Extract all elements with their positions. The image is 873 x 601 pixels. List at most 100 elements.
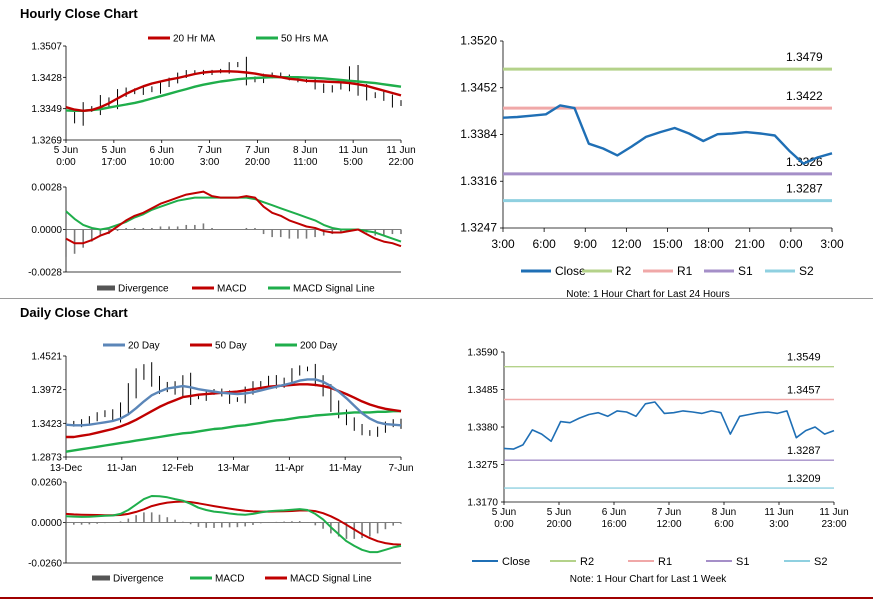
daily-price-y-tick-label: 1.2873 (31, 453, 62, 464)
hourly_pivot-legend-label: R1 (677, 264, 693, 278)
daily_pivot-x-tick-label: 6:00 (714, 519, 734, 530)
daily-macd-macd-legend-label: MACD (215, 574, 244, 585)
daily-price-ma20-legend-label: 20 Day (128, 341, 160, 352)
daily-macd-signal-line (65, 500, 402, 546)
hourly_pivot-legend-label: Close (555, 264, 586, 278)
hourly-price-x-tick-label: 6 Jun (149, 145, 173, 156)
hourly-price-ma50-line (65, 75, 402, 113)
daily_pivot-legend-label: Close (502, 556, 530, 568)
daily_pivot-x-tick-label: 8 Jun (712, 507, 736, 518)
hourly-price-x-tick-label: 8 Jun (293, 145, 317, 156)
hourly-price-x-tick-label: 3:00 (200, 157, 220, 168)
daily_pivot-x-tick-label: 23:00 (821, 519, 846, 530)
daily_pivot-x-tick-label: 6 Jun (602, 507, 626, 518)
daily-price-x-tick-label: 12-Feb (162, 463, 194, 474)
hourly-price-x-tick-label: 5 Jun (102, 145, 126, 156)
hourly_pivot-r2-label: 1.3479 (786, 50, 823, 64)
daily-price-y-tick-label: 1.3423 (31, 419, 62, 430)
hourly-price-x-tick-label: 5:00 (343, 157, 363, 168)
hourly-macd-macd-legend-label: MACD (217, 284, 246, 295)
hourly-price-y-tick-label: 1.3349 (31, 104, 62, 115)
hourly-price-x-tick-label: 10:00 (149, 157, 174, 168)
daily-price-ma50-legend-label: 50 Day (215, 341, 247, 352)
hourly-price-x-tick-label: 11 Jun (338, 145, 367, 156)
hourly_pivot-x-tick-label: 6:00 (532, 237, 556, 251)
hourly_pivot-x-tick-label: 9:00 (574, 237, 598, 251)
daily_pivot-y-tick-label: 1.3380 (467, 423, 498, 434)
hourly_pivot-x-tick-label: 21:00 (735, 237, 765, 251)
daily_pivot-y-tick-label: 1.3485 (467, 385, 498, 396)
daily_pivot-r2-label: 1.3549 (787, 352, 821, 364)
daily-macd-y-tick-label: -0.0260 (28, 559, 62, 570)
daily-price-ma20-line (65, 378, 402, 427)
hourly-macd-divergence-legend-label: Divergence (118, 284, 169, 295)
hourly_pivot-y-tick-label: 1.3384 (460, 127, 497, 141)
daily-price-x-tick-label: 13-Mar (218, 463, 250, 474)
daily-macd-signal-legend-label: MACD Signal Line (290, 574, 372, 585)
daily_pivot-legend-label: S1 (736, 556, 749, 568)
hourly-price-x-tick-label: 17:00 (101, 157, 126, 168)
daily-price-x-tick-label: 11-May (329, 463, 362, 474)
daily_pivot-note: Note: 1 Hour Chart for Last 1 Week (570, 574, 728, 585)
hourly-macd-signal-legend-label: MACD Signal Line (293, 284, 375, 295)
hourly_pivot-r1-label: 1.3422 (786, 89, 823, 103)
hourly_pivot-legend-label: S1 (738, 264, 753, 278)
hourly_pivot-x-tick-label: 18:00 (694, 237, 724, 251)
daily_pivot-r1-label: 1.3457 (787, 385, 821, 397)
daily-macd-y-tick-label: 0.0000 (31, 518, 62, 529)
hourly-price-x-tick-label: 0:00 (56, 157, 76, 168)
daily-price-x-tick-label: 13-Dec (50, 463, 82, 474)
daily_pivot-x-tick-label: 11 Jun (819, 507, 848, 518)
hourly-price-x-tick-label: 7 Jun (197, 145, 221, 156)
hourly-price-y-tick-label: 1.3507 (31, 42, 62, 53)
hourly_pivot-y-tick-label: 1.3316 (460, 174, 497, 188)
hourly_pivot-x-tick-label: 15:00 (652, 237, 682, 251)
daily_pivot-x-tick-label: 7 Jun (657, 507, 681, 518)
daily_pivot-legend-label: S2 (814, 556, 827, 568)
daily-price-ma200-line (65, 410, 401, 453)
daily_pivot-legend-label: R1 (658, 556, 672, 568)
hourly_pivot-legend-label: R2 (616, 264, 632, 278)
daily_pivot-x-tick-label: 5 Jun (492, 507, 516, 518)
daily-price-x-tick-label: 11-Jan (107, 463, 137, 474)
hourly_pivot-s2-label: 1.3287 (786, 182, 823, 196)
daily-section-title: Daily Close Chart (20, 305, 128, 320)
daily_pivot-close-line (503, 401, 835, 450)
hourly_pivot-y-tick-label: 1.3247 (460, 221, 497, 235)
daily-price-x-tick-label: 7-Jun (388, 463, 413, 474)
daily-macd-line (65, 495, 402, 554)
daily_pivot-y-tick-label: 1.3170 (467, 498, 498, 509)
daily_pivot-y-tick-label: 1.3590 (467, 348, 498, 359)
daily_pivot-x-tick-label: 12:00 (656, 519, 681, 530)
hourly-macd-signal-line (65, 196, 402, 243)
hourly-price-x-tick-label: 7 Jun (245, 145, 269, 156)
daily-price-y-tick-label: 1.4521 (31, 352, 62, 363)
daily-price-ma200-legend-label: 200 Day (300, 341, 337, 352)
hourly-macd-y-tick-label: -0.0028 (28, 268, 62, 279)
hourly_pivot-y-tick-label: 1.3452 (460, 80, 497, 94)
daily_pivot-x-tick-label: 0:00 (494, 519, 514, 530)
daily-price-x-tick-label: 11-Apr (275, 463, 305, 474)
hourly-price-y-tick-label: 1.3428 (31, 73, 62, 84)
hourly-price-ma20-line (65, 70, 402, 113)
daily_pivot-s2-label: 1.3209 (787, 473, 821, 485)
daily-macd-divergence-legend-label: Divergence (113, 574, 164, 585)
hourly_pivot-x-tick-label: 3:00 (820, 237, 844, 251)
hourly_pivot-close-line (502, 104, 833, 165)
daily-macd-y-tick-label: 0.0260 (31, 478, 62, 489)
hourly_pivot-x-tick-label: 0:00 (779, 237, 803, 251)
hourly_pivot-x-tick-label: 3:00 (491, 237, 515, 251)
daily-price-y-tick-label: 1.3972 (31, 385, 62, 396)
hourly-price-x-tick-label: 11:00 (293, 157, 318, 168)
hourly_pivot-note: Note: 1 Hour Chart for Last 24 Hours (566, 289, 729, 300)
hourly-price-ma50-legend-label: 50 Hrs MA (281, 34, 329, 45)
hourly_pivot-legend-label: S2 (799, 264, 814, 278)
hourly-section-title: Hourly Close Chart (20, 6, 138, 21)
hourly-price-x-tick-label: 11 Jun (386, 145, 415, 156)
hourly_pivot-y-tick-label: 1.3520 (460, 34, 497, 48)
daily_pivot-y-tick-label: 1.3275 (467, 460, 498, 471)
hourly-macd-y-tick-label: 0.0028 (31, 183, 62, 194)
daily_pivot-legend-label: R2 (580, 556, 594, 568)
daily_pivot-x-tick-label: 3:00 (769, 519, 789, 530)
